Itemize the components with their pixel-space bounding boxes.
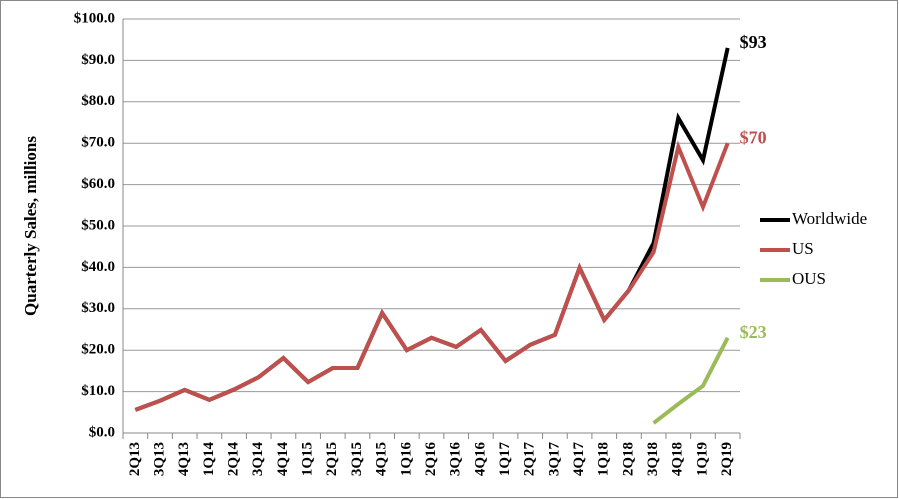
x-tick-label: 2Q16 (423, 442, 439, 477)
x-tick-label: 4Q13 (176, 442, 192, 476)
series-line (652, 336, 730, 425)
y-tick-label: $80.0 (81, 93, 115, 109)
x-tick-label: 1Q18 (596, 442, 612, 476)
y-tick-label: $100.0 (74, 10, 115, 26)
x-tick-label: 4Q17 (571, 442, 587, 477)
value-label: $23 (740, 322, 767, 342)
y-tick-label: $60.0 (81, 176, 115, 192)
x-tick-label: 3Q17 (546, 442, 562, 477)
y-axis-label: Quarterly Sales, millions (21, 136, 40, 316)
x-tick-label: 1Q16 (398, 442, 414, 477)
value-label: $70 (740, 127, 767, 147)
x-tick-label: 3Q15 (349, 442, 365, 476)
x-tick-label: 2Q19 (719, 442, 735, 476)
x-tick-label: 3Q18 (645, 442, 661, 476)
x-tick-label: 4Q15 (374, 442, 390, 476)
x-tick-label: 4Q14 (275, 442, 291, 477)
x-tick-label: 3Q14 (250, 442, 266, 477)
value-label: $93 (740, 32, 767, 52)
y-tick-label: $50.0 (81, 217, 115, 233)
y-tick-label: $10.0 (81, 383, 115, 399)
x-tick-label: 2Q13 (127, 442, 143, 476)
legend-label: OUS (792, 269, 826, 288)
y-tick-label: $0.0 (89, 424, 115, 440)
x-tick-label: 2Q18 (620, 442, 636, 476)
x-tick-label: 1Q19 (694, 442, 710, 476)
x-tick-label: 3Q16 (448, 442, 464, 477)
legend-label: US (792, 239, 814, 258)
x-tick-label: 2Q17 (522, 442, 538, 477)
x-tick-label: 1Q14 (201, 442, 217, 477)
x-tick-label: 3Q13 (151, 442, 167, 476)
x-tick-label: 4Q18 (670, 442, 686, 476)
x-tick-label: 1Q17 (497, 442, 513, 477)
series-line (134, 140, 730, 412)
y-tick-label: $90.0 (81, 52, 115, 68)
legend-label: Worldwide (792, 209, 867, 228)
x-tick-label: 4Q16 (472, 442, 488, 477)
x-tick-label: 2Q15 (324, 442, 340, 476)
y-tick-label: $20.0 (81, 342, 115, 358)
y-tick-label: $30.0 (81, 300, 115, 316)
x-tick-label: 2Q14 (225, 442, 241, 477)
x-tick-label: 1Q15 (300, 442, 316, 476)
y-tick-label: $40.0 (81, 259, 115, 275)
y-tick-label: $70.0 (81, 135, 115, 151)
